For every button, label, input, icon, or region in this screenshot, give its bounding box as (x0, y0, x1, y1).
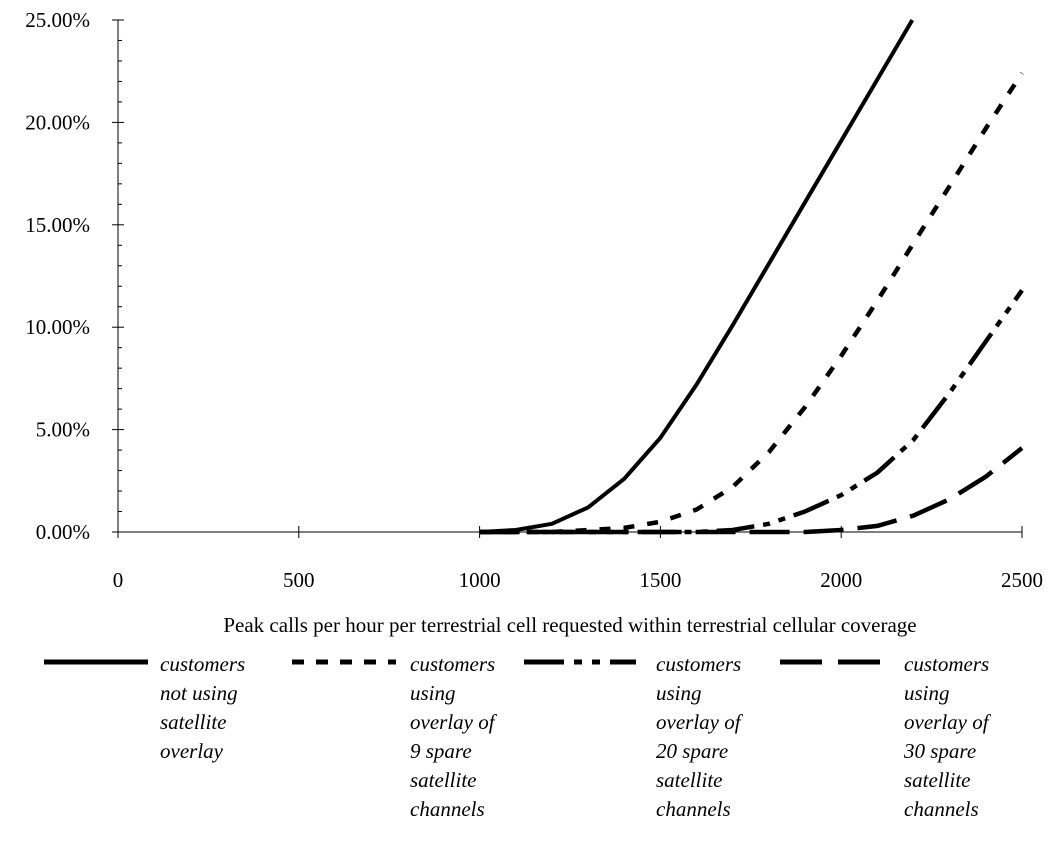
series-line-dotted (479, 71, 1024, 535)
axes (117, 20, 1022, 533)
x-tick-label: 1500 (639, 568, 681, 592)
x-axis-title: Peak calls per hour per terrestrial cell… (223, 613, 916, 637)
y-tick-label: 5.00% (36, 418, 90, 442)
x-ticks: 0 500 1000 1500 2000 2500 (113, 526, 1043, 592)
legend-label: customers using overlay of 30 spare sate… (904, 652, 990, 821)
x-tick-label: 2500 (1001, 568, 1043, 592)
series-line-solid (479, 18, 915, 534)
legend-label: customers using overlay of 9 spare satel… (410, 652, 496, 821)
x-tick-label: 500 (283, 568, 315, 592)
x-tick-label: 1000 (459, 568, 501, 592)
legend-swatch-dash-dot-dot (524, 659, 636, 665)
y-tick-label: 0.00% (36, 520, 90, 544)
series-layer (479, 18, 1024, 535)
y-ticks: 0.00% 5.00% 10.00% 15.00% 20.00% 25.00% (25, 8, 124, 544)
x-tick-label: 2000 (820, 568, 862, 592)
legend-swatch-dotted (292, 659, 396, 665)
legend-swatch-solid (44, 659, 148, 665)
line-chart: 0.00% 5.00% 10.00% 15.00% 20.00% 25.00% 0 500 1… (25, 8, 1043, 637)
y-tick-label: 15.00% (25, 213, 90, 237)
x-tick-label: 0 (113, 568, 124, 592)
y-tick-label: 25.00% (25, 8, 90, 32)
legend-label: customers using overlay of 20 spare sate… (656, 652, 742, 821)
y-tick-label: 10.00% (25, 315, 90, 339)
legend-swatch-dashed (780, 659, 884, 665)
y-tick-label: 20.00% (25, 110, 90, 134)
legend: customers not using satellite overlay cu… (0, 650, 1056, 865)
series-line-dash-dot-dot (479, 289, 1024, 535)
legend-label: customers not using satellite overlay (160, 652, 246, 763)
series-line-dashed (479, 446, 1024, 535)
